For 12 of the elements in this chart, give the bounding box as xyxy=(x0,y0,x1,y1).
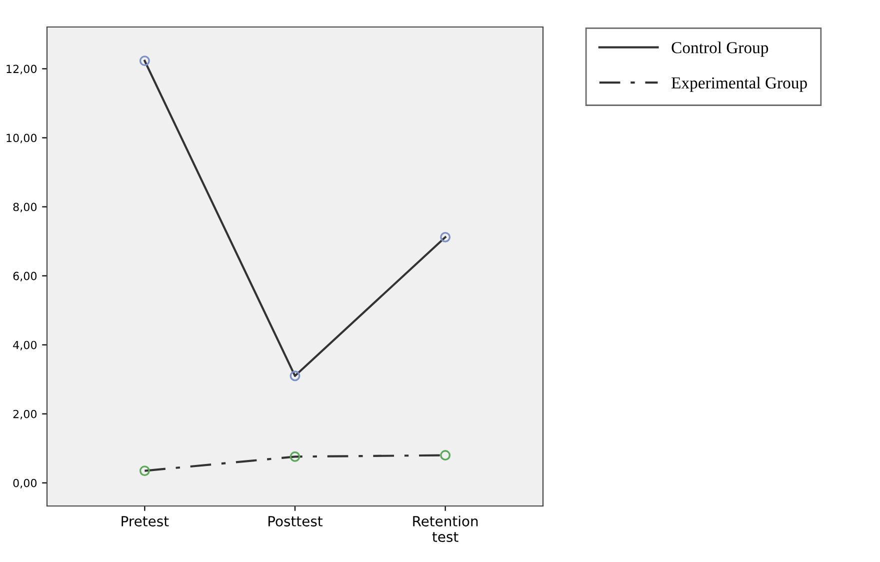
y-tick-label: 10,00 xyxy=(6,134,37,144)
legend-label: Experimental Group xyxy=(672,76,807,92)
x-tick-label: Retention test xyxy=(413,516,478,542)
x-tick-label: Pretest xyxy=(122,516,169,526)
y-tick-label: 12,00 xyxy=(6,64,37,74)
y-tick-label: 8,00 xyxy=(13,202,37,212)
y-tick-label: 0,00 xyxy=(13,478,37,488)
legend-label: Control Group xyxy=(672,42,768,57)
y-tick-label: 6,00 xyxy=(13,272,37,282)
y-tick-label: 4,00 xyxy=(13,340,37,350)
y-tick-label: 2,00 xyxy=(13,410,37,420)
x-tick-label: Posttest xyxy=(268,516,323,526)
